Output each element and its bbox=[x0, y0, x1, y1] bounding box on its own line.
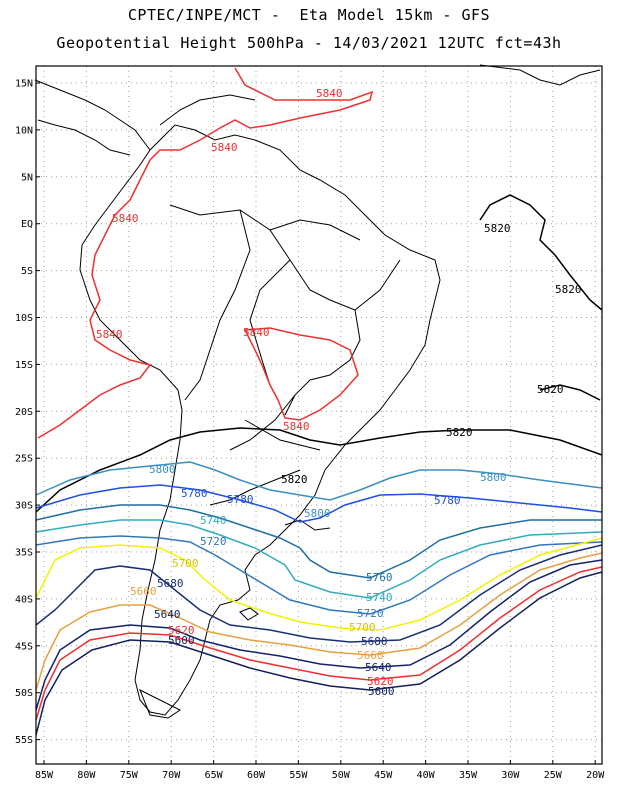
lon-label: 35W bbox=[459, 770, 478, 781]
label-5660: 5660 bbox=[130, 585, 157, 598]
lon-label: 20W bbox=[586, 770, 605, 781]
tierra-del-fuego bbox=[139, 688, 181, 719]
label-5660: 5660 bbox=[357, 649, 384, 662]
lat-label: 5N bbox=[21, 172, 33, 183]
lat-label: 15N bbox=[15, 79, 33, 90]
lat-label: 45S bbox=[15, 641, 33, 652]
caribbean-coast bbox=[159, 64, 601, 126]
lon-label: 80W bbox=[77, 770, 96, 781]
lat-label: 10S bbox=[15, 313, 33, 324]
contours-5700 bbox=[35, 537, 603, 631]
lat-label: 15S bbox=[15, 360, 33, 371]
lat-label: 50S bbox=[15, 688, 33, 699]
label-5820: 5820 bbox=[446, 426, 473, 439]
lat-label: 10N bbox=[15, 125, 33, 136]
lon-label: 50W bbox=[332, 770, 351, 781]
label-5680: 5680 bbox=[157, 577, 184, 590]
lon-label: 65W bbox=[205, 770, 224, 781]
contour-5840-brazil bbox=[243, 327, 359, 421]
lon-label: 85W bbox=[35, 770, 54, 781]
label-5820: 5820 bbox=[484, 222, 511, 235]
contours-5620 bbox=[35, 566, 603, 721]
label-5780: 5780 bbox=[227, 493, 254, 506]
contour-labels: 5840 5840 5840 5840 5840 5840 5820 5820 … bbox=[96, 87, 582, 698]
label-5600: 5600 bbox=[168, 634, 195, 647]
longitude-labels: 85W 80W 75W 70W 65W 60W 55W 50W 45W 40W 35W 30W 25W 2… bbox=[35, 760, 605, 781]
contours-5600 bbox=[35, 571, 603, 736]
contours-5760 bbox=[35, 504, 602, 579]
lon-label: 60W bbox=[247, 770, 266, 781]
lon-label: 45W bbox=[374, 770, 393, 781]
falklands bbox=[239, 607, 259, 621]
lon-label: 70W bbox=[162, 770, 181, 781]
label-5720: 5720 bbox=[357, 607, 384, 620]
contour-5820-atlantic-north bbox=[479, 194, 603, 311]
latitude-labels: 15N 10N 5N EQ 5S 10S 15S 20S 25S 30S 35S 40S 45S 50S 5… bbox=[15, 79, 40, 746]
label-5760: 5760 bbox=[366, 571, 393, 584]
label-5720: 5720 bbox=[200, 535, 227, 548]
label-5820: 5820 bbox=[537, 383, 564, 396]
contour-5820-east bbox=[539, 384, 601, 401]
label-5780: 5780 bbox=[434, 494, 461, 507]
label-5620: 5620 bbox=[168, 624, 195, 637]
label-5840: 5840 bbox=[112, 212, 139, 225]
label-5840: 5840 bbox=[211, 141, 238, 154]
contours-5800 bbox=[35, 461, 603, 501]
contour-5840-north bbox=[37, 67, 374, 439]
map-title-line2: Geopotential Height 500hPa - 14/03/2021 … bbox=[56, 34, 562, 52]
label-5600: 5600 bbox=[368, 685, 395, 698]
label-5800: 5800 bbox=[480, 471, 507, 484]
contours-5640 bbox=[35, 559, 603, 711]
lon-label: 25W bbox=[544, 770, 563, 781]
contours-5780 bbox=[35, 484, 603, 523]
lat-label: 40S bbox=[15, 594, 33, 605]
label-5800: 5800 bbox=[149, 463, 176, 476]
lat-label: 30S bbox=[15, 501, 33, 512]
label-5800: 5800 bbox=[304, 507, 331, 520]
lat-label: 25S bbox=[15, 454, 33, 465]
lat-label: 35S bbox=[15, 548, 33, 559]
label-5840: 5840 bbox=[316, 87, 343, 100]
label-5780: 5780 bbox=[181, 487, 208, 500]
label-5640: 5640 bbox=[365, 661, 392, 674]
lon-label: 40W bbox=[417, 770, 436, 781]
label-5840: 5840 bbox=[243, 326, 270, 339]
label-5840: 5840 bbox=[96, 328, 123, 341]
label-5820: 5820 bbox=[555, 283, 582, 296]
label-5740: 5740 bbox=[366, 591, 393, 604]
contours-5840 bbox=[37, 67, 374, 439]
label-5700: 5700 bbox=[349, 621, 376, 634]
contours-5680 bbox=[35, 544, 603, 643]
label-5740: 5740 bbox=[200, 514, 227, 527]
lat-label: 5S bbox=[21, 266, 33, 277]
contour-5820-main bbox=[35, 427, 603, 513]
label-5620: 5620 bbox=[367, 675, 394, 688]
lat-label: EQ bbox=[21, 219, 33, 230]
lat-label: 20S bbox=[15, 407, 33, 418]
brazil-borders bbox=[169, 204, 401, 506]
uruguay-plata bbox=[284, 519, 331, 531]
label-5820: 5820 bbox=[281, 473, 308, 486]
lon-label: 30W bbox=[501, 770, 520, 781]
map-title-line1: CPTEC/INPE/MCT - Eta Model 15km - GFS bbox=[127, 6, 491, 24]
central-america-coast bbox=[34, 79, 151, 156]
label-5840: 5840 bbox=[283, 420, 310, 433]
contours-5720 bbox=[35, 535, 603, 615]
contours-5820 bbox=[35, 194, 603, 513]
label-5680: 5680 bbox=[361, 635, 388, 648]
lat-lon-grid bbox=[36, 66, 602, 764]
contours-5740 bbox=[35, 519, 603, 599]
map-frame bbox=[35, 65, 603, 765]
lat-label: 55S bbox=[15, 735, 33, 746]
lon-label: 55W bbox=[289, 770, 308, 781]
contours-5660 bbox=[35, 552, 603, 691]
lon-label: 75W bbox=[120, 770, 139, 781]
label-5640: 5640 bbox=[154, 608, 181, 621]
coastlines bbox=[34, 64, 601, 719]
label-5700: 5700 bbox=[172, 557, 199, 570]
